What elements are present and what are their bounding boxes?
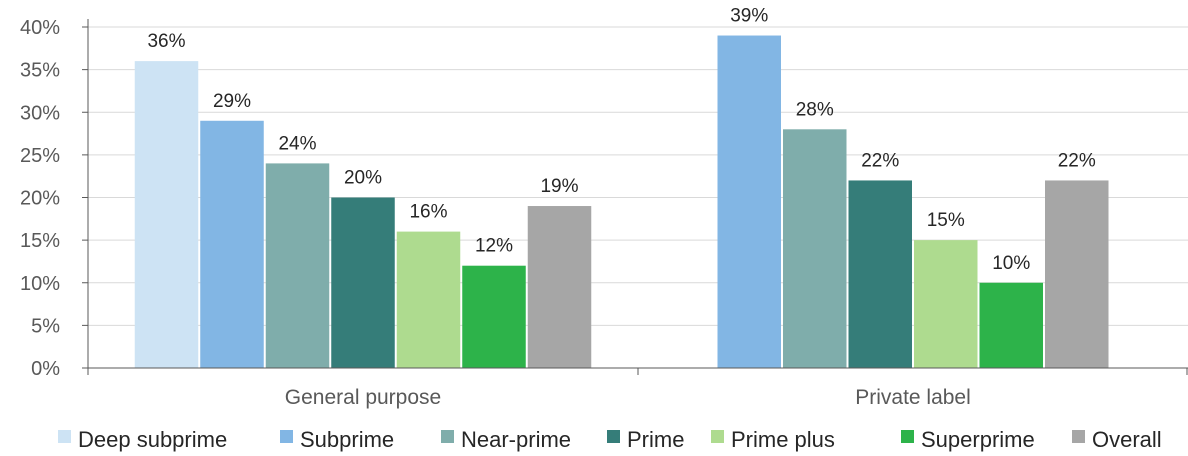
bar-superprime xyxy=(462,265,526,368)
x-category-label: Private label xyxy=(855,386,971,409)
y-tick-label: 5% xyxy=(31,315,60,337)
data-label: 16% xyxy=(409,202,447,223)
data-label: 29% xyxy=(213,91,251,112)
data-label: 22% xyxy=(1058,150,1096,171)
bar-overall xyxy=(527,206,592,368)
bar-subprime xyxy=(200,120,264,369)
bar-prime xyxy=(331,197,395,368)
legend-label: Prime plus xyxy=(731,427,835,452)
y-tick-label: 0% xyxy=(31,358,60,380)
bar-near-prime xyxy=(783,129,847,368)
bar-superprime xyxy=(979,282,1043,368)
y-tick-label: 25% xyxy=(20,145,60,167)
legend-swatch xyxy=(441,430,454,443)
data-label: 22% xyxy=(861,150,899,171)
legend-label: Prime xyxy=(627,427,684,452)
y-tick-label: 40% xyxy=(20,17,60,39)
legend-label: Superprime xyxy=(921,427,1035,452)
bar-overall xyxy=(1045,180,1109,368)
data-label: 36% xyxy=(147,31,185,52)
legend-swatch xyxy=(58,430,71,443)
legend-swatch xyxy=(607,430,620,443)
data-label: 28% xyxy=(796,99,834,120)
bar-near-prime xyxy=(265,163,330,368)
y-tick-label: 30% xyxy=(20,102,60,124)
y-tick-label: 35% xyxy=(20,60,60,82)
legend-label: Deep subprime xyxy=(78,427,227,452)
bar-prime xyxy=(848,180,912,368)
data-label: 39% xyxy=(730,6,768,27)
x-category-label: General purpose xyxy=(285,386,441,409)
data-label: 20% xyxy=(344,168,382,189)
y-tick-label: 15% xyxy=(20,230,60,252)
y-tick-label: 10% xyxy=(20,273,60,295)
data-label: 19% xyxy=(540,176,578,197)
legend-swatch xyxy=(711,430,724,443)
legend-label: Near-prime xyxy=(461,427,571,452)
x-axis: General purpose Private label xyxy=(87,367,1188,409)
bar-prime-plus xyxy=(396,231,461,368)
legend-label: Subprime xyxy=(300,427,394,452)
bar-prime-plus xyxy=(914,240,978,368)
bars: 36% 29% 24% 20% 16% 12% 19% 39% 28% 22% 15% 10% 22% xyxy=(134,6,1109,369)
legend-swatch xyxy=(280,430,293,443)
data-label: 24% xyxy=(278,133,316,154)
data-label: 15% xyxy=(927,210,965,231)
legend-label: Overall xyxy=(1092,427,1162,452)
data-label: 10% xyxy=(992,253,1030,274)
legend-swatch xyxy=(901,430,914,443)
bar-deep-subprime xyxy=(134,61,199,368)
y-tick-label: 20% xyxy=(20,188,60,210)
bar-subprime xyxy=(717,35,781,369)
legend: Deep subprime Subprime Near-prime Prime Prim… xyxy=(58,427,1162,452)
data-label: 12% xyxy=(475,236,513,257)
legend-swatch xyxy=(1072,430,1085,443)
y-axis: 0% 5% 10% 15% 20% 25% 30% 35% 40% xyxy=(20,17,89,380)
